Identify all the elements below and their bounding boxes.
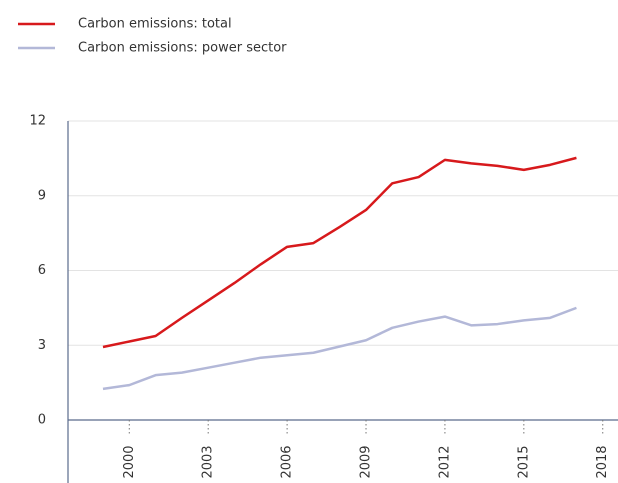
series-line <box>102 306 577 391</box>
x-tick-label: 2012 <box>437 445 452 478</box>
x-tick-label: 2006 <box>280 445 295 478</box>
y-tick-label: 3 <box>38 338 46 353</box>
legend-label: Carbon emissions: power sector <box>78 41 287 56</box>
x-tick-label: 2015 <box>516 445 531 478</box>
series-line <box>102 156 577 349</box>
y-tick-label: 0 <box>38 413 46 428</box>
y-tick-label: 12 <box>29 114 46 129</box>
x-tick-label: 2018 <box>595 445 610 478</box>
x-tick-label: 2000 <box>122 445 137 478</box>
y-tick-label: 6 <box>38 263 46 278</box>
legend-label: Carbon emissions: total <box>78 17 232 32</box>
x-tick-label: 2003 <box>201 445 216 478</box>
y-tick-label: 9 <box>38 188 46 203</box>
x-tick-label: 2009 <box>359 445 374 478</box>
